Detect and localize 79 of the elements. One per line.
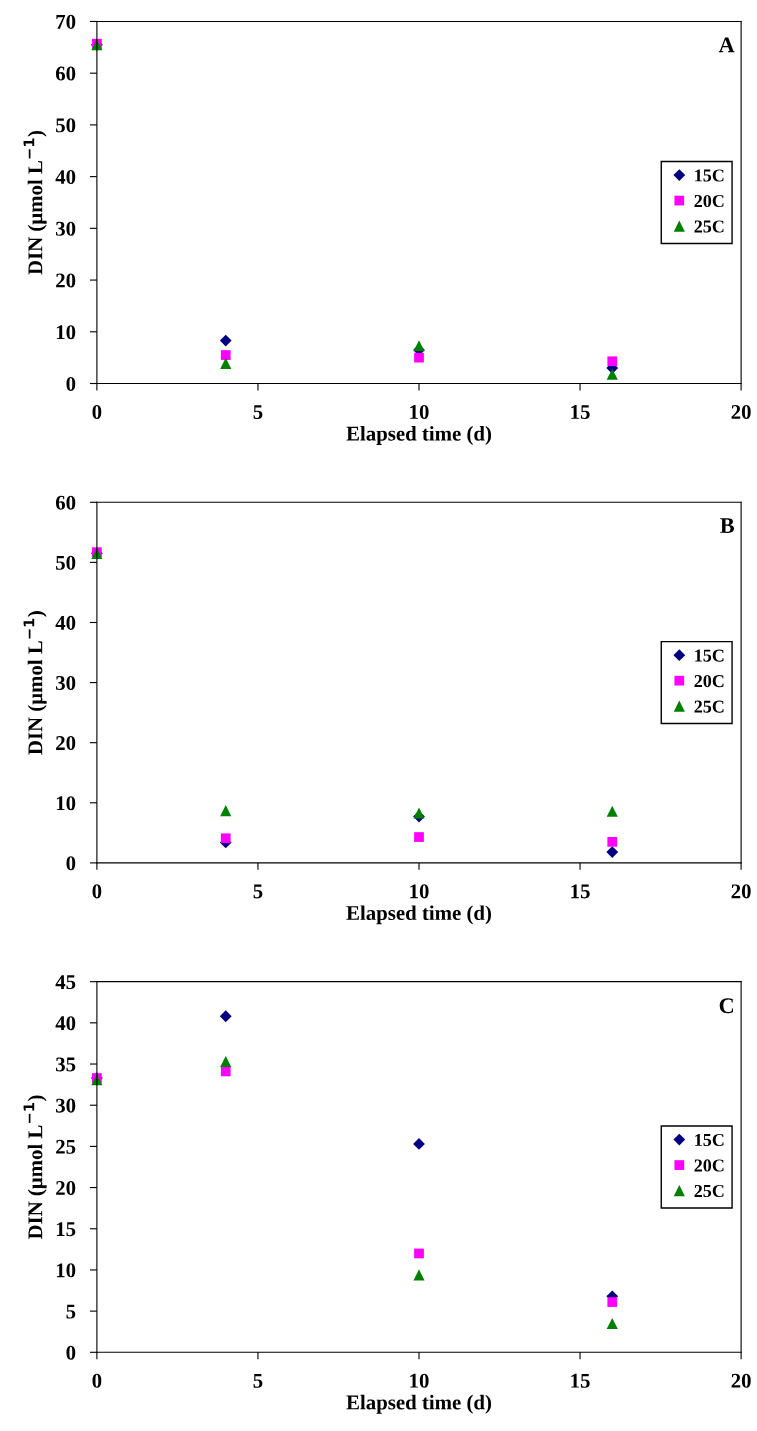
- y-tick-label: 45: [55, 975, 76, 990]
- point: [606, 1317, 618, 1330]
- x-tick-label: 15: [571, 884, 590, 899]
- legend-label: 15C: [695, 649, 724, 662]
- x-tick-label: 10: [410, 404, 429, 419]
- point: [607, 837, 618, 847]
- point: [413, 340, 425, 352]
- point: [607, 356, 618, 367]
- point: [606, 846, 619, 858]
- annotation: A: [718, 37, 735, 53]
- point: [607, 1297, 618, 1307]
- annotation: C: [719, 998, 733, 1014]
- point: [414, 352, 424, 363]
- y-tick-label: 30: [56, 675, 76, 691]
- y-axis-title: DIN (μmol L$^{−1}$): [23, 611, 47, 755]
- y-tick-label: 0: [66, 856, 76, 871]
- point: [220, 1066, 231, 1077]
- y-tick-label: 40: [55, 170, 76, 185]
- x-tick-label: 0: [92, 1373, 102, 1388]
- x-axis-title: Elapsed time (d): [346, 1394, 491, 1414]
- y-tick-label: 5: [66, 1304, 76, 1319]
- x-tick-label: 5: [253, 884, 263, 899]
- legend-label: 20C: [694, 194, 724, 208]
- x-axis-title: Elapsed time (d): [346, 905, 491, 925]
- point: [606, 805, 618, 817]
- y-tick-label: 0: [66, 376, 76, 391]
- x-tick-label: 0: [92, 404, 102, 419]
- x-tick-label: 10: [410, 884, 429, 899]
- y-tick-label: 20: [56, 736, 76, 751]
- y-tick-label: 20: [56, 273, 76, 288]
- legend-label: 15C: [695, 169, 724, 182]
- y-tick-label: 10: [56, 325, 76, 340]
- y-tick-label: 60: [55, 66, 76, 81]
- y-tick-label: 25: [56, 1139, 76, 1154]
- point: [220, 1056, 232, 1068]
- y-tick-label: 30: [56, 1098, 76, 1113]
- x-tick-label: 0: [92, 884, 102, 899]
- point: [220, 357, 232, 369]
- y-tick-label: 60: [55, 495, 76, 510]
- y-tick-label: 70: [56, 14, 76, 29]
- y-tick-label: 10: [56, 796, 76, 811]
- y-tick-label: 40: [55, 615, 76, 630]
- legend-label: 25C: [694, 700, 724, 713]
- point: [413, 807, 425, 819]
- y-tick-label: 30: [56, 221, 76, 236]
- x-tick-label: 10: [410, 1373, 429, 1388]
- y-tick-label: 20: [56, 1180, 76, 1195]
- legend-label: 25C: [694, 220, 724, 233]
- y-tick-label: 50: [56, 118, 76, 133]
- y-tick-label: 40: [55, 1016, 76, 1031]
- point: [220, 833, 231, 844]
- x-tick-label: 5: [253, 1373, 263, 1388]
- point: [414, 832, 424, 842]
- point: [219, 1010, 232, 1023]
- point: [606, 368, 618, 380]
- legend-label: 15C: [695, 1133, 724, 1147]
- x-tick-label: 20: [731, 884, 751, 899]
- point: [414, 1248, 424, 1259]
- x-tick-label: 20: [731, 404, 751, 419]
- legend-label: 20C: [694, 674, 724, 688]
- x-axis-title: Elapsed time (d): [346, 426, 491, 445]
- legend-label: 25C: [694, 1184, 724, 1198]
- y-tick-label: 15: [56, 1222, 76, 1237]
- y-axis-title: DIN (μmol L$^{−1}$): [23, 131, 47, 275]
- x-tick-label: 20: [731, 1373, 751, 1388]
- point: [219, 334, 232, 347]
- point: [220, 805, 232, 817]
- y-axis-title: DIN (μmol L$^{−1}$): [23, 1095, 47, 1240]
- point: [413, 1269, 425, 1281]
- y-tick-label: 50: [56, 555, 76, 570]
- annotation: B: [720, 518, 735, 533]
- legend-label: 20C: [694, 1159, 724, 1172]
- y-tick-label: 10: [56, 1263, 76, 1278]
- y-tick-label: 0: [66, 1345, 76, 1360]
- x-tick-label: 15: [571, 405, 590, 419]
- y-tick-label: 35: [56, 1057, 76, 1072]
- point: [220, 350, 231, 360]
- x-tick-label: 5: [253, 405, 263, 419]
- x-tick-label: 15: [571, 1373, 590, 1388]
